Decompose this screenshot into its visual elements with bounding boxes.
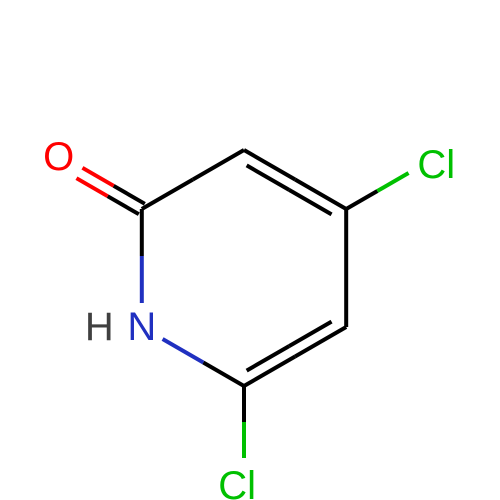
atom-label-cl2: Cl [218, 464, 256, 500]
atom-label-h1: H [85, 305, 114, 349]
molecule-diagram: O Cl Cl NH [0, 0, 500, 500]
atom-label-n1: N [127, 305, 156, 349]
atom-label-o1: O [43, 135, 74, 179]
atom-label-cl1: Cl [417, 143, 455, 187]
